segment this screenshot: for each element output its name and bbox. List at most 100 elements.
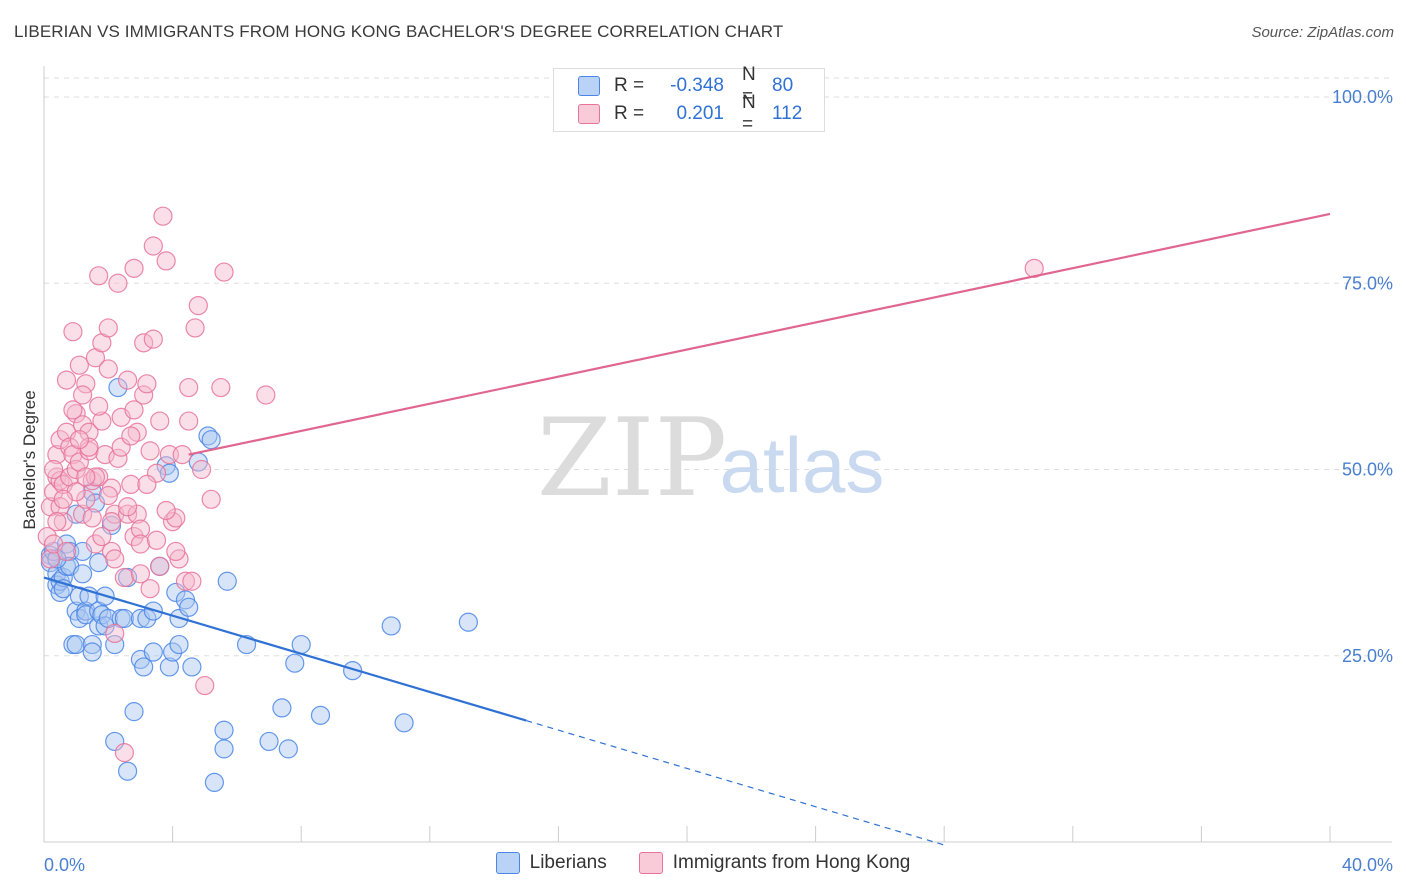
point-hong-kong: [175, 571, 196, 591]
point-hong-kong: [53, 512, 73, 532]
point-liberians: [201, 430, 221, 450]
point-hong-kong: [185, 318, 205, 338]
point-liberians: [163, 642, 183, 662]
point-hong-kong: [124, 258, 144, 278]
legend-label-hong-kong: Immigrants from Hong Kong: [672, 852, 911, 873]
legend-r-value: 0.201: [676, 103, 724, 124]
point-hong-kong: [53, 489, 73, 509]
legend-r-value: -0.348: [670, 75, 724, 96]
point-hong-kong: [85, 534, 106, 554]
point-hong-kong: [79, 422, 99, 442]
legend-label-liberians: Liberians: [529, 852, 607, 873]
point-hong-kong: [47, 512, 67, 532]
y-axis-label: Bachelor's Degree: [20, 390, 39, 530]
point-hong-kong: [166, 541, 186, 562]
data-points: [37, 206, 1044, 793]
legend-item-hong-kong: Immigrants from Hong Kong: [638, 852, 911, 874]
point-hong-kong: [98, 359, 118, 379]
point-liberians: [108, 377, 128, 398]
point-liberians: [198, 426, 218, 446]
point-hong-kong: [201, 489, 221, 509]
point-hong-kong: [150, 411, 170, 431]
point-liberians: [134, 657, 154, 677]
point-hong-kong: [117, 504, 138, 524]
point-hong-kong: [69, 355, 89, 375]
point-hong-kong: [143, 329, 163, 349]
point-hong-kong: [124, 400, 144, 420]
point-hong-kong: [63, 322, 83, 342]
point-liberians: [204, 772, 224, 793]
point-hong-kong: [92, 411, 112, 431]
x-tick-label-max: 40.0%: [1342, 855, 1393, 875]
point-liberians: [105, 634, 125, 655]
point-hong-kong: [82, 508, 102, 528]
point-hong-kong: [98, 318, 118, 338]
legend-row-hong-kong: R = 0.201 N = 112: [578, 92, 812, 135]
trendline-liberians-extension: [526, 719, 945, 846]
point-hong-kong: [150, 556, 170, 576]
point-hong-kong: [72, 415, 93, 435]
point-hong-kong: [89, 396, 109, 416]
trendlines: [43, 212, 1331, 846]
point-hong-kong: [95, 445, 115, 465]
point-hong-kong: [166, 508, 186, 528]
point-hong-kong: [130, 519, 151, 539]
point-hong-kong: [114, 742, 134, 763]
point-hong-kong: [108, 273, 128, 293]
y-tick-label: 50.0%: [1342, 460, 1393, 480]
point-hong-kong: [121, 426, 141, 446]
point-hong-kong: [114, 567, 134, 588]
point-hong-kong: [195, 675, 215, 696]
legend-n-label: N =: [742, 64, 756, 107]
point-hong-kong: [56, 370, 77, 390]
legend-row-liberians: R = -0.348 N = 80: [578, 64, 812, 107]
point-hong-kong: [76, 467, 96, 487]
watermark: ZIP atlas: [537, 396, 885, 521]
trendline-liberians: [43, 576, 527, 722]
point-hong-kong: [101, 512, 122, 532]
point-hong-kong: [172, 445, 192, 465]
point-liberians: [381, 616, 401, 636]
point-liberians: [182, 657, 202, 677]
point-liberians: [72, 564, 93, 584]
legend-n-label: N =: [742, 92, 756, 135]
point-hong-kong: [188, 296, 208, 316]
point-hong-kong: [137, 374, 157, 394]
point-liberians: [214, 720, 234, 740]
point-hong-kong: [140, 441, 160, 461]
source-label: Source: ZipAtlas.com: [1251, 24, 1394, 41]
trendline-hong-kong: [188, 212, 1331, 456]
point-liberians: [259, 731, 279, 752]
legend-n-value: 80: [772, 75, 794, 96]
point-hong-kong: [156, 500, 176, 521]
point-hong-kong: [76, 374, 96, 394]
chart-title: LIBERIAN VS IMMIGRANTS FROM HONG KONG BA…: [14, 22, 784, 41]
point-hong-kong: [108, 448, 128, 468]
point-liberians: [89, 553, 109, 573]
legend-r-label: R =: [614, 103, 645, 124]
point-hong-kong: [124, 526, 144, 547]
series-legend: Liberians Immigrants from Hong Kong: [0, 852, 1406, 874]
point-hong-kong: [146, 530, 167, 550]
point-hong-kong: [130, 534, 151, 554]
point-hong-kong: [121, 474, 141, 494]
point-hong-kong: [105, 623, 125, 644]
point-hong-kong: [63, 400, 83, 420]
point-liberians: [47, 549, 67, 569]
point-hong-kong: [179, 411, 199, 431]
point-hong-kong: [156, 251, 176, 271]
point-hong-kong: [50, 471, 70, 491]
point-liberians: [278, 739, 298, 759]
point-liberians: [82, 634, 102, 655]
point-hong-kong: [89, 266, 109, 286]
point-hong-kong: [214, 262, 234, 282]
axes: [43, 66, 1392, 843]
point-liberians: [394, 713, 414, 733]
point-hong-kong: [85, 467, 106, 487]
point-liberians: [159, 657, 179, 677]
correlation-legend: R = -0.348 N = 80 R = 0.201 N = 112: [553, 64, 825, 135]
point-hong-kong: [256, 385, 276, 405]
legend-swatch-blue: [578, 76, 600, 96]
point-hong-kong: [191, 459, 212, 480]
